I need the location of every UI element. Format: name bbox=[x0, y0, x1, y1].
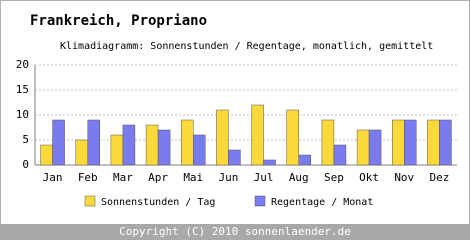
x-tick-label: Dez bbox=[429, 171, 449, 184]
y-tick-label: 15 bbox=[16, 83, 29, 96]
bar bbox=[145, 124, 159, 166]
y-tick-label: 10 bbox=[16, 108, 29, 121]
bar bbox=[157, 129, 171, 166]
x-tick-label: Apr bbox=[148, 171, 168, 184]
x-tick-label: Okt bbox=[359, 171, 379, 184]
chart-title: Frankreich, Propriano bbox=[30, 13, 207, 29]
bar bbox=[392, 119, 405, 166]
x-tick-label: Nov bbox=[394, 171, 414, 184]
legend-swatch bbox=[254, 195, 266, 207]
bar bbox=[439, 119, 452, 166]
chart-subtitle: Klimadiagramm: Sonnenstunden / Regentage… bbox=[60, 41, 433, 52]
bar bbox=[368, 129, 382, 166]
bar bbox=[298, 154, 311, 166]
footer: Copyright (C) 2010 sonnenlaender.de bbox=[119, 225, 351, 238]
x-tick-label: Sep bbox=[324, 171, 344, 184]
x-tick-label: Mai bbox=[183, 171, 203, 184]
legend-label: Regentage / Monat bbox=[271, 197, 373, 208]
y-tick-label: 5 bbox=[22, 133, 29, 146]
bar bbox=[286, 109, 299, 166]
bar bbox=[251, 104, 264, 166]
bar bbox=[40, 144, 53, 166]
bar bbox=[427, 119, 440, 166]
x-tick-label: Feb bbox=[78, 171, 98, 184]
bar bbox=[228, 149, 241, 166]
legend-label: Sonnenstunden / Tag bbox=[101, 197, 215, 208]
y-tick-label: 0 bbox=[22, 158, 29, 171]
bar bbox=[193, 134, 206, 166]
legend-swatch bbox=[84, 195, 96, 207]
bar bbox=[75, 139, 88, 166]
bar bbox=[333, 144, 347, 166]
bar bbox=[110, 134, 124, 166]
x-tick-label: Mar bbox=[113, 171, 133, 184]
bar bbox=[404, 119, 417, 166]
x-tick-label: Jun bbox=[218, 171, 238, 184]
footer-bar bbox=[0, 224, 470, 240]
x-tick-label: Jan bbox=[43, 171, 63, 184]
bar bbox=[216, 109, 229, 166]
bar bbox=[321, 119, 335, 166]
bar bbox=[122, 124, 136, 166]
bar bbox=[263, 159, 276, 166]
bar bbox=[181, 119, 194, 166]
x-tick-label: Aug bbox=[289, 171, 309, 184]
x-tick-label: Jul bbox=[254, 171, 274, 184]
bar bbox=[52, 119, 65, 166]
bar bbox=[87, 119, 100, 166]
bar bbox=[356, 129, 370, 166]
y-tick-label: 20 bbox=[16, 58, 29, 71]
